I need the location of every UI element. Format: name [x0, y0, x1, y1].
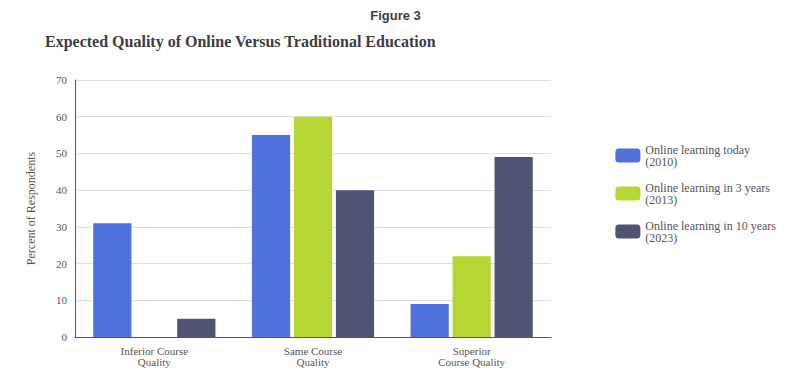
svg-text:Online learning today: Online learning today	[645, 142, 750, 157]
svg-text:Quality: Quality	[297, 356, 330, 368]
svg-text:(2013): (2013)	[645, 193, 677, 207]
svg-text:Expected Quality of Online Ver: Expected Quality of Online Versus Tradit…	[45, 33, 436, 51]
svg-text:Quality: Quality	[138, 356, 171, 368]
svg-text:60: 60	[56, 111, 68, 123]
svg-text:0: 0	[62, 331, 68, 343]
svg-text:10: 10	[56, 294, 68, 306]
svg-text:Online learning in 10 years: Online learning in 10 years	[645, 218, 776, 233]
svg-text:Same Course: Same Course	[283, 344, 343, 357]
svg-text:70: 70	[56, 74, 68, 86]
svg-text:Percent of Respondents: Percent of Respondents	[24, 152, 38, 266]
svg-text:40: 40	[56, 184, 68, 196]
svg-text:20: 20	[56, 258, 68, 270]
svg-text:(2023): (2023)	[645, 231, 677, 245]
svg-text:Online learning in 3 years: Online learning in 3 years	[645, 180, 770, 195]
svg-text:(2010): (2010)	[645, 155, 677, 169]
svg-text:Superior: Superior	[452, 344, 491, 357]
svg-text:Figure 3: Figure 3	[370, 8, 421, 23]
svg-text:50: 50	[56, 147, 68, 159]
svg-text:Inferior Course: Inferior Course	[120, 344, 189, 357]
svg-text:Course Quality: Course Quality	[438, 356, 505, 368]
svg-text:30: 30	[56, 221, 68, 233]
